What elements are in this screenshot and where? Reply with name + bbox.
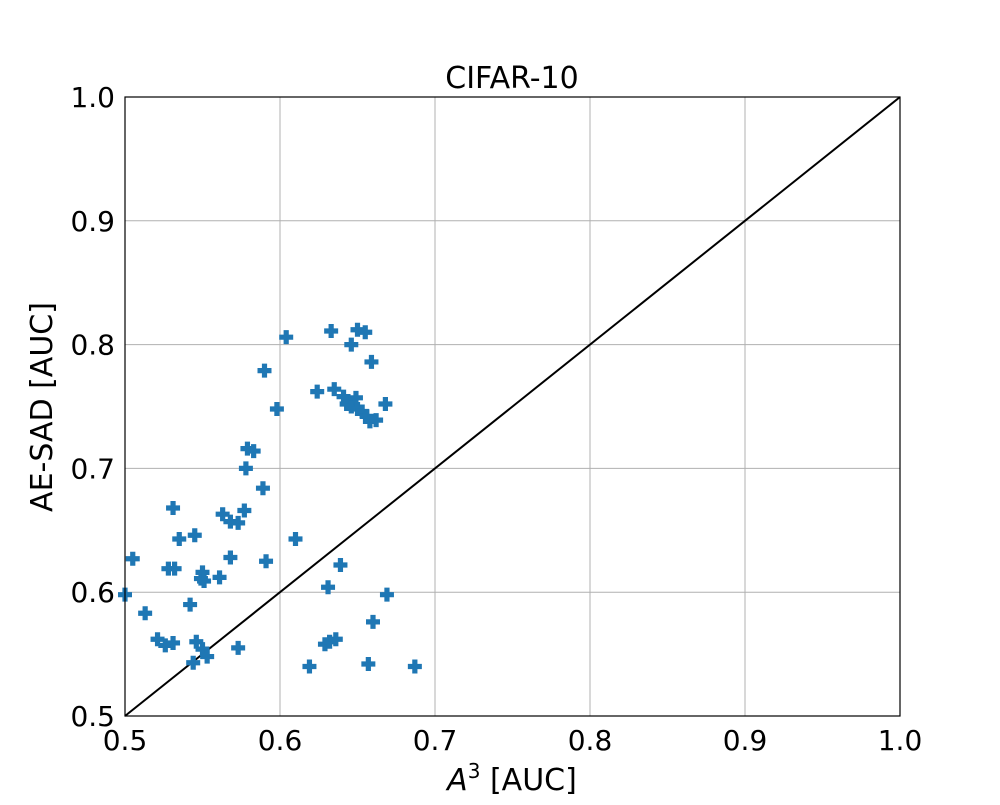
x-axis-label-base: A bbox=[445, 763, 468, 798]
identity-line bbox=[124, 96, 901, 717]
data-point-50 bbox=[350, 322, 365, 337]
y-tick-label-1: 0.6 bbox=[70, 576, 115, 609]
data-point-43 bbox=[333, 557, 348, 572]
data-point-17 bbox=[195, 642, 210, 657]
data-point-25 bbox=[237, 503, 252, 518]
data-point-34 bbox=[288, 531, 303, 546]
data-point-6 bbox=[166, 501, 181, 516]
x-axis-label-superscript: 3 bbox=[468, 759, 481, 783]
data-point-38 bbox=[321, 580, 336, 595]
data-point-36 bbox=[310, 384, 325, 399]
x-tick-labels: 0.5 0.6 0.7 0.8 0.9 1.0 bbox=[103, 724, 923, 757]
data-point-29 bbox=[255, 481, 270, 496]
data-point-53 bbox=[359, 409, 374, 424]
x-tick-label-1: 0.6 bbox=[258, 724, 303, 757]
data-point-56 bbox=[364, 354, 379, 369]
data-point-19 bbox=[212, 570, 227, 585]
data-point-42 bbox=[328, 632, 343, 647]
data-point-2 bbox=[138, 606, 153, 621]
data-point-44 bbox=[336, 389, 351, 404]
x-axis-label-rest: [AUC] bbox=[480, 763, 576, 798]
data-point-59 bbox=[378, 397, 393, 412]
y-tick-label-5: 1.0 bbox=[70, 81, 115, 114]
data-point-10 bbox=[183, 597, 198, 612]
data-point-12 bbox=[187, 528, 202, 543]
data-point-26 bbox=[238, 461, 253, 476]
x-tick-label-2: 0.7 bbox=[413, 724, 458, 757]
data-point-31 bbox=[259, 554, 274, 569]
y-tick-label-2: 0.7 bbox=[70, 452, 115, 485]
data-point-22 bbox=[223, 514, 238, 529]
data-point-57 bbox=[366, 614, 380, 629]
data-point-8 bbox=[166, 635, 181, 650]
data-point-35 bbox=[302, 659, 317, 674]
data-point-58 bbox=[369, 413, 384, 428]
data-points bbox=[118, 322, 422, 674]
data-point-32 bbox=[269, 401, 284, 416]
data-point-54 bbox=[361, 657, 376, 672]
data-point-20 bbox=[215, 507, 230, 522]
x-axis-label: A3 [AUC] bbox=[445, 759, 577, 798]
data-point-9 bbox=[172, 531, 187, 546]
data-point-46 bbox=[344, 337, 359, 352]
data-point-61 bbox=[407, 659, 422, 674]
data-point-15 bbox=[195, 565, 210, 580]
data-point-13 bbox=[189, 634, 204, 649]
y-tick-label-0: 0.5 bbox=[70, 700, 115, 733]
plot-frame bbox=[124, 96, 901, 717]
data-point-1 bbox=[125, 551, 140, 566]
data-point-28 bbox=[246, 444, 261, 459]
y-tick-label-4: 0.9 bbox=[70, 205, 115, 238]
data-point-18 bbox=[200, 649, 215, 664]
data-point-16 bbox=[197, 574, 212, 589]
data-point-33 bbox=[279, 330, 294, 345]
data-point-7 bbox=[167, 561, 182, 576]
y-tick-label-3: 0.8 bbox=[70, 329, 115, 362]
x-tick-label-4: 0.9 bbox=[723, 724, 768, 757]
data-point-48 bbox=[348, 390, 363, 405]
chart-title: CIFAR-10 bbox=[445, 61, 578, 96]
data-point-41 bbox=[327, 382, 342, 397]
data-point-60 bbox=[379, 587, 394, 602]
data-point-30 bbox=[257, 363, 272, 378]
x-tick-label-0: 0.5 bbox=[103, 724, 148, 757]
x-tick-label-3: 0.8 bbox=[568, 724, 613, 757]
data-point-23 bbox=[231, 515, 246, 530]
data-point-24 bbox=[231, 640, 246, 655]
data-point-4 bbox=[158, 638, 173, 653]
data-point-51 bbox=[355, 404, 370, 419]
data-point-39 bbox=[324, 323, 339, 338]
data-point-11 bbox=[186, 655, 201, 670]
data-point-21 bbox=[223, 550, 238, 565]
y-axis-label: AE-SAD [AUC] bbox=[25, 302, 60, 512]
data-point-52 bbox=[358, 325, 373, 340]
y-tick-labels: 0.5 0.6 0.7 0.8 0.9 1.0 bbox=[70, 81, 115, 733]
data-point-3 bbox=[150, 632, 165, 647]
x-tick-label-5: 1.0 bbox=[878, 724, 923, 757]
